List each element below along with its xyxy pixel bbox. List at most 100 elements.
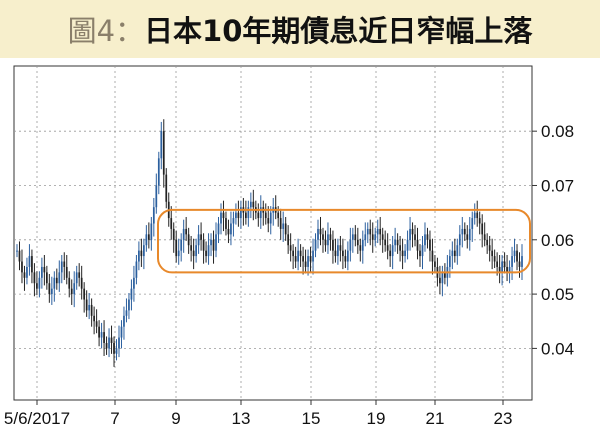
candle-body (172, 228, 175, 240)
candle-body (496, 261, 498, 267)
candle-body (83, 288, 86, 300)
candle-body (481, 223, 484, 235)
candle-body (468, 228, 471, 240)
candle-body (458, 234, 461, 246)
candle-body (369, 228, 372, 235)
candle-body (359, 245, 362, 251)
candle-body (329, 234, 332, 240)
candle-body (414, 234, 416, 240)
candle-body (210, 239, 212, 246)
candle-body (212, 239, 215, 251)
candle-body (230, 223, 232, 235)
candle-body (508, 266, 511, 273)
candle-body (317, 228, 319, 240)
candle-body (488, 245, 491, 251)
candle-body (58, 272, 61, 284)
candle-body (404, 250, 406, 257)
candle-body (18, 250, 21, 262)
candle-body (332, 239, 334, 251)
candle-body (190, 245, 193, 251)
chart-title-bar: 圖4： 日本10年期債息近日窄幅上落 (0, 0, 600, 58)
candle-body (379, 228, 382, 235)
candle-body (506, 266, 508, 273)
candle-body (217, 223, 220, 235)
candle-body (518, 261, 521, 267)
candle-body (200, 234, 202, 240)
candle-body (192, 250, 195, 257)
candle-body (98, 326, 100, 338)
candle-body (195, 245, 197, 257)
candle-body (133, 277, 135, 289)
candle-body (115, 348, 118, 354)
candle-body (322, 234, 324, 240)
candle-body (503, 261, 506, 267)
candle-body (416, 239, 419, 251)
y-tick-label: 0.06 (541, 231, 574, 250)
candle-body (152, 207, 155, 224)
candle-body (235, 212, 237, 219)
candle-body (421, 245, 424, 257)
candle-body (93, 315, 95, 322)
candle-body (185, 228, 188, 235)
candle-body (448, 256, 451, 267)
candle-body (205, 250, 207, 257)
x-tick-label: 23 (494, 409, 513, 428)
candle-body (244, 212, 247, 219)
candle-body (227, 228, 230, 235)
chart-number: 圖4： (67, 14, 145, 48)
candle-body (394, 239, 396, 246)
candle-body (225, 218, 227, 229)
candle-body (334, 250, 337, 257)
candle-body (401, 250, 404, 257)
candle-body (289, 245, 292, 251)
candle-body (145, 234, 148, 246)
candle-body (406, 239, 409, 251)
candle-body (162, 131, 165, 175)
candle-body (461, 228, 464, 235)
candle-body (511, 256, 513, 267)
candle-body (366, 228, 369, 235)
candle-body (434, 261, 436, 267)
candle-body (309, 256, 312, 262)
candle-body (302, 256, 304, 262)
candle-body (399, 245, 401, 251)
candle-body (222, 212, 225, 219)
candle-body (384, 239, 387, 246)
candle-body (150, 223, 153, 240)
candle-body (344, 256, 347, 262)
candle-body (356, 239, 359, 246)
candle-body (53, 277, 56, 289)
candle-body (498, 266, 501, 273)
candle-body (304, 261, 307, 267)
candle-body (349, 239, 352, 251)
candle-body (21, 261, 23, 273)
candle-body (327, 234, 329, 246)
candle-body (346, 250, 349, 262)
candle-body (409, 228, 411, 240)
candle-body (312, 250, 314, 262)
candle-body (483, 234, 486, 240)
candle-body (376, 228, 379, 235)
candle-body (299, 250, 302, 257)
candle-body (232, 218, 235, 224)
candle-body (182, 228, 185, 240)
candle-body (439, 277, 441, 284)
candle-body (128, 299, 130, 311)
candle-body (147, 234, 150, 240)
candle-body (75, 272, 78, 284)
candle-body (441, 272, 444, 284)
candle-body (463, 228, 466, 235)
candle-body (70, 288, 73, 295)
candle-body (473, 212, 476, 219)
candle-body (354, 234, 357, 240)
candle-body (55, 277, 58, 284)
candle-body (187, 234, 190, 246)
candle-body (471, 218, 474, 229)
candle-body (381, 234, 384, 240)
highlight-range-box (157, 208, 531, 274)
candle-body (371, 234, 374, 240)
candle-body (41, 266, 43, 278)
candle-body (36, 283, 38, 289)
candle-body (351, 234, 354, 240)
y-tick-label: 0.07 (541, 176, 574, 195)
